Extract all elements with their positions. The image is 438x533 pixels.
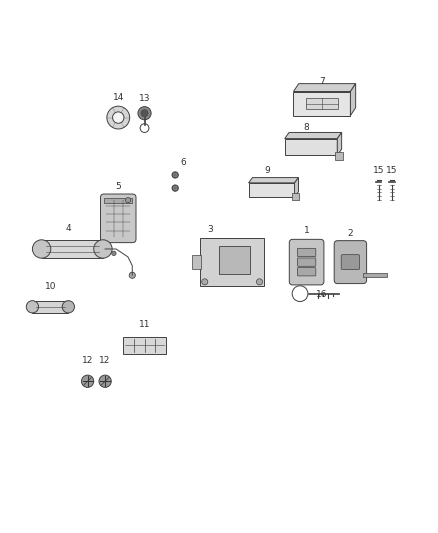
Text: 13: 13	[139, 94, 150, 103]
Text: 5: 5	[115, 182, 121, 191]
Bar	[192, 255, 201, 269]
Text: 16: 16	[316, 290, 328, 300]
Text: 14: 14	[113, 93, 124, 102]
Circle shape	[107, 106, 130, 129]
FancyBboxPatch shape	[123, 337, 166, 354]
Polygon shape	[293, 84, 356, 92]
Circle shape	[112, 251, 116, 255]
Circle shape	[257, 279, 262, 285]
Circle shape	[99, 375, 111, 387]
FancyBboxPatch shape	[32, 301, 68, 313]
Circle shape	[125, 198, 131, 203]
Text: 6: 6	[180, 158, 186, 167]
Polygon shape	[350, 84, 356, 116]
FancyBboxPatch shape	[341, 255, 360, 270]
FancyBboxPatch shape	[201, 238, 264, 286]
Text: 9: 9	[264, 166, 270, 174]
FancyBboxPatch shape	[297, 258, 316, 266]
Circle shape	[172, 185, 178, 191]
Text: 7: 7	[319, 77, 325, 86]
Polygon shape	[294, 177, 299, 197]
Circle shape	[113, 112, 124, 123]
Text: 12: 12	[82, 357, 93, 366]
Circle shape	[201, 279, 208, 285]
Polygon shape	[337, 133, 342, 155]
FancyBboxPatch shape	[334, 241, 367, 284]
FancyBboxPatch shape	[293, 92, 350, 116]
Circle shape	[26, 301, 39, 313]
Text: 4: 4	[65, 224, 71, 233]
Text: 11: 11	[139, 320, 150, 329]
FancyBboxPatch shape	[297, 248, 316, 257]
Circle shape	[129, 272, 135, 278]
Circle shape	[62, 301, 74, 313]
Circle shape	[141, 110, 148, 117]
Text: 12: 12	[99, 357, 111, 366]
Text: 8: 8	[304, 123, 310, 132]
Circle shape	[172, 172, 178, 178]
Polygon shape	[249, 177, 299, 183]
Circle shape	[32, 240, 51, 258]
FancyBboxPatch shape	[285, 139, 337, 155]
Text: 3: 3	[207, 224, 213, 233]
Circle shape	[138, 107, 151, 120]
Text: 2: 2	[348, 229, 353, 238]
FancyBboxPatch shape	[297, 268, 316, 276]
Text: 1: 1	[304, 227, 310, 236]
Text: 10: 10	[45, 282, 56, 291]
Polygon shape	[285, 133, 342, 139]
Text: 15: 15	[373, 166, 385, 175]
Bar	[363, 273, 387, 277]
FancyBboxPatch shape	[42, 240, 103, 258]
Bar	[219, 246, 250, 274]
FancyBboxPatch shape	[289, 239, 324, 285]
Circle shape	[81, 375, 94, 387]
Circle shape	[94, 240, 112, 258]
FancyBboxPatch shape	[104, 198, 132, 203]
FancyBboxPatch shape	[249, 183, 294, 197]
Bar	[293, 193, 299, 200]
Bar	[335, 152, 343, 159]
Bar	[306, 98, 338, 109]
Text: 15: 15	[386, 166, 398, 175]
FancyBboxPatch shape	[100, 194, 136, 243]
